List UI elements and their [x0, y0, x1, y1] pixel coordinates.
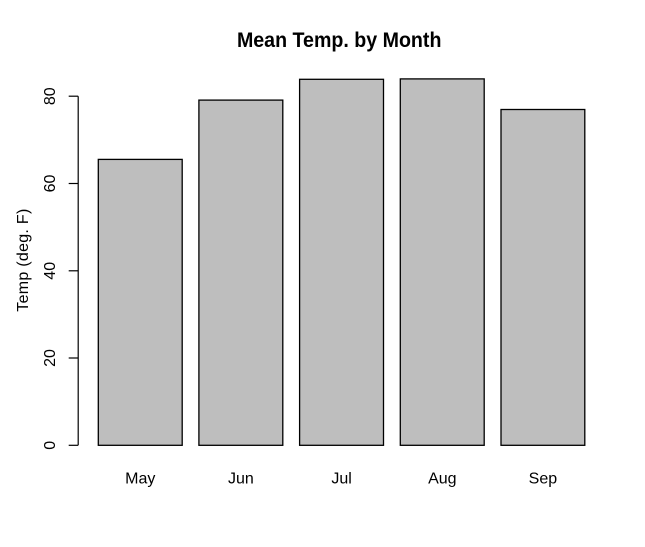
svg-text:0: 0: [42, 441, 59, 450]
svg-text:40: 40: [42, 262, 59, 280]
svg-text:60: 60: [42, 175, 59, 193]
svg-text:80: 80: [42, 87, 59, 105]
svg-text:Aug: Aug: [428, 470, 456, 487]
svg-text:Mean Temp. by Month: Mean Temp. by Month: [237, 29, 442, 52]
svg-text:Jun: Jun: [228, 470, 254, 487]
svg-text:May: May: [125, 470, 155, 487]
svg-text:Sep: Sep: [529, 470, 558, 487]
svg-text:20: 20: [42, 349, 59, 367]
svg-text:Jul: Jul: [331, 470, 351, 487]
svg-text:Temp (deg. F): Temp (deg. F): [15, 209, 32, 312]
